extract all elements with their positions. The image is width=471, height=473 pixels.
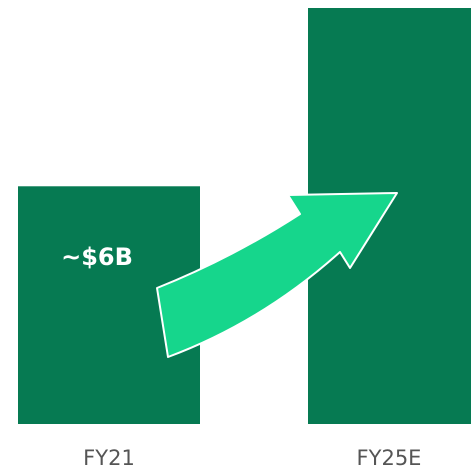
growth-arrow [156, 192, 398, 358]
x-tick-label: FY21 [83, 446, 135, 470]
value-label: ~$6B [61, 243, 133, 271]
bars [18, 8, 471, 424]
x-tick-label: FY25E [357, 446, 422, 470]
